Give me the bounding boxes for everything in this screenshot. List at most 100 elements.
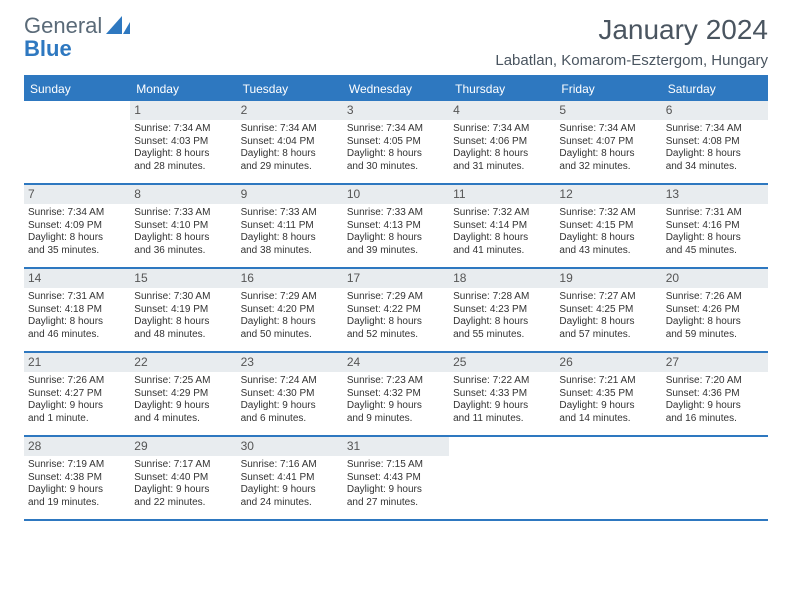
calendar-cell: 29Sunrise: 7:17 AMSunset: 4:40 PMDayligh… xyxy=(130,437,236,519)
dl1-text: Daylight: 9 hours xyxy=(453,400,551,413)
page-title: January 2024 xyxy=(495,14,768,46)
sunrise-text: Sunrise: 7:34 AM xyxy=(453,123,551,136)
day-number: 26 xyxy=(555,353,661,372)
calendar-cell: 10Sunrise: 7:33 AMSunset: 4:13 PMDayligh… xyxy=(343,185,449,267)
day-number: 28 xyxy=(24,437,130,456)
day-number: 16 xyxy=(237,269,343,288)
sunrise-text: Sunrise: 7:22 AM xyxy=(453,375,551,388)
calendar-cell: 1Sunrise: 7:34 AMSunset: 4:03 PMDaylight… xyxy=(130,101,236,183)
calendar-cell: 18Sunrise: 7:28 AMSunset: 4:23 PMDayligh… xyxy=(449,269,555,351)
calendar-cell: 13Sunrise: 7:31 AMSunset: 4:16 PMDayligh… xyxy=(662,185,768,267)
day-of-week-header: Friday xyxy=(555,77,661,101)
calendar-cell: 14Sunrise: 7:31 AMSunset: 4:18 PMDayligh… xyxy=(24,269,130,351)
dl2-text: and 19 minutes. xyxy=(28,497,126,510)
dl2-text: and 38 minutes. xyxy=(241,245,339,258)
location-subtitle: Labatlan, Komarom-Esztergom, Hungary xyxy=(495,52,768,69)
sunset-text: Sunset: 4:25 PM xyxy=(559,304,657,317)
dl2-text: and 52 minutes. xyxy=(347,329,445,342)
day-number: 29 xyxy=(130,437,236,456)
dl2-text: and 24 minutes. xyxy=(241,497,339,510)
sunset-text: Sunset: 4:29 PM xyxy=(134,388,232,401)
dl1-text: Daylight: 8 hours xyxy=(453,316,551,329)
dl1-text: Daylight: 9 hours xyxy=(666,400,764,413)
day-number: 2 xyxy=(237,101,343,120)
title-block: January 2024 Labatlan, Komarom-Esztergom… xyxy=(495,14,768,69)
calendar-cell: 7Sunrise: 7:34 AMSunset: 4:09 PMDaylight… xyxy=(24,185,130,267)
logo-text: General Blue xyxy=(24,14,102,60)
day-number: 12 xyxy=(555,185,661,204)
day-of-week-header: Monday xyxy=(130,77,236,101)
sunset-text: Sunset: 4:35 PM xyxy=(559,388,657,401)
dl1-text: Daylight: 9 hours xyxy=(347,400,445,413)
sunrise-text: Sunrise: 7:19 AM xyxy=(28,459,126,472)
day-number: 5 xyxy=(555,101,661,120)
sunset-text: Sunset: 4:09 PM xyxy=(28,220,126,233)
day-number: 15 xyxy=(130,269,236,288)
week-row: 7Sunrise: 7:34 AMSunset: 4:09 PMDaylight… xyxy=(24,185,768,269)
day-number: 31 xyxy=(343,437,449,456)
day-number: 9 xyxy=(237,185,343,204)
week-row: 1Sunrise: 7:34 AMSunset: 4:03 PMDaylight… xyxy=(24,101,768,185)
sunrise-text: Sunrise: 7:34 AM xyxy=(559,123,657,136)
calendar-cell: 2Sunrise: 7:34 AMSunset: 4:04 PMDaylight… xyxy=(237,101,343,183)
dl2-text: and 35 minutes. xyxy=(28,245,126,258)
day-number: 27 xyxy=(662,353,768,372)
calendar-cell-empty xyxy=(662,437,768,519)
day-number: 18 xyxy=(449,269,555,288)
dl1-text: Daylight: 9 hours xyxy=(134,400,232,413)
sunset-text: Sunset: 4:43 PM xyxy=(347,472,445,485)
calendar-cell: 21Sunrise: 7:26 AMSunset: 4:27 PMDayligh… xyxy=(24,353,130,435)
calendar-cell: 16 Sunrise: 7:29 AMSunset: 4:20 PMDayligh… xyxy=(237,269,343,351)
calendar-cell-empty xyxy=(449,437,555,519)
sunset-text: Sunset: 4:15 PM xyxy=(559,220,657,233)
sunrise-text: Sunrise: 7:34 AM xyxy=(347,123,445,136)
day-number: 19 xyxy=(555,269,661,288)
sunset-text: Sunset: 4:27 PM xyxy=(28,388,126,401)
dl1-text: Daylight: 8 hours xyxy=(241,232,339,245)
day-of-week-row: SundayMondayTuesdayWednesdayThursdayFrid… xyxy=(24,77,768,101)
sunset-text: Sunset: 4:20 PM xyxy=(241,304,339,317)
dl1-text: Daylight: 8 hours xyxy=(559,148,657,161)
dl2-text: and 31 minutes. xyxy=(453,161,551,174)
sunset-text: Sunset: 4:06 PM xyxy=(453,136,551,149)
day-of-week-header: Tuesday xyxy=(237,77,343,101)
day-number: 7 xyxy=(24,185,130,204)
sunrise-text: Sunrise: 7:29 AM xyxy=(347,291,445,304)
sunset-text: Sunset: 4:33 PM xyxy=(453,388,551,401)
dl2-text: and 4 minutes. xyxy=(134,413,232,426)
day-number: 1 xyxy=(130,101,236,120)
sunrise-text: Sunrise: 7:26 AM xyxy=(28,375,126,388)
dl1-text: Daylight: 8 hours xyxy=(241,316,339,329)
sunrise-text: Sunrise: 7:33 AM xyxy=(241,207,339,220)
sunset-text: Sunset: 4:10 PM xyxy=(134,220,232,233)
dl1-text: Daylight: 8 hours xyxy=(666,316,764,329)
dl2-text: and 41 minutes. xyxy=(453,245,551,258)
day-number: 17 xyxy=(343,269,449,288)
dl1-text: Daylight: 9 hours xyxy=(559,400,657,413)
dl1-text: Daylight: 8 hours xyxy=(134,148,232,161)
calendar-cell: 15Sunrise: 7:30 AMSunset: 4:19 PMDayligh… xyxy=(130,269,236,351)
sunset-text: Sunset: 4:03 PM xyxy=(134,136,232,149)
dl1-text: Daylight: 8 hours xyxy=(347,316,445,329)
sunrise-text: Sunrise: 7:28 AM xyxy=(453,291,551,304)
dl2-text: and 57 minutes. xyxy=(559,329,657,342)
dl2-text: and 30 minutes. xyxy=(347,161,445,174)
sunrise-text: Sunrise: 7:25 AM xyxy=(134,375,232,388)
dl1-text: Daylight: 9 hours xyxy=(241,400,339,413)
dl2-text: and 55 minutes. xyxy=(453,329,551,342)
calendar-cell-empty xyxy=(24,101,130,183)
calendar-cell: 31Sunrise: 7:15 AMSunset: 4:43 PMDayligh… xyxy=(343,437,449,519)
calendar-cell: 12Sunrise: 7:32 AMSunset: 4:15 PMDayligh… xyxy=(555,185,661,267)
day-of-week-header: Wednesday xyxy=(343,77,449,101)
sunrise-text: Sunrise: 7:33 AM xyxy=(347,207,445,220)
weeks-container: 1Sunrise: 7:34 AMSunset: 4:03 PMDaylight… xyxy=(24,101,768,521)
sunset-text: Sunset: 4:14 PM xyxy=(453,220,551,233)
dl2-text: and 29 minutes. xyxy=(241,161,339,174)
day-number: 20 xyxy=(662,269,768,288)
sunrise-text: Sunrise: 7:21 AM xyxy=(559,375,657,388)
calendar-cell-empty xyxy=(555,437,661,519)
sunrise-text: Sunrise: 7:29 AM xyxy=(241,291,339,304)
calendar-cell: 26 Sunrise: 7:21 AMSunset: 4:35 PMDayligh… xyxy=(555,353,661,435)
dl2-text: and 1 minute. xyxy=(28,413,126,426)
sunrise-text: Sunrise: 7:17 AM xyxy=(134,459,232,472)
